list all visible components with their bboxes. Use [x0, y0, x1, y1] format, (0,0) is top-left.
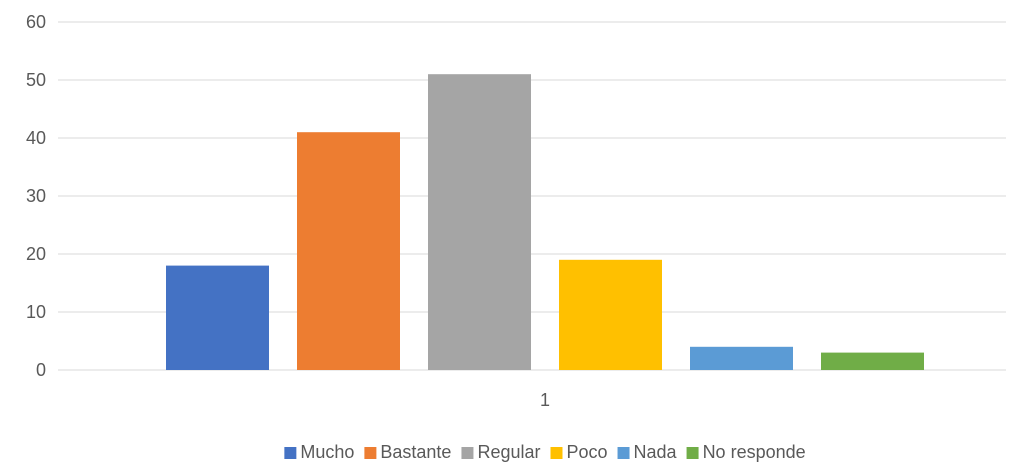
- legend-swatch: [686, 447, 699, 459]
- legend-label: Mucho: [300, 442, 354, 462]
- x-tick-label: 1: [540, 390, 550, 410]
- legend-item-bastante: Bastante: [364, 442, 451, 462]
- bar-mucho: [166, 265, 269, 370]
- legend-item-mucho: Mucho: [284, 442, 354, 462]
- bars: [166, 74, 924, 370]
- x-axis-tick-labels: 1: [540, 390, 550, 410]
- legend-item-regular: Regular: [461, 442, 541, 462]
- legend-swatch: [617, 447, 630, 459]
- bar-no-responde: [821, 352, 924, 370]
- y-tick-label: 30: [26, 186, 46, 206]
- y-axis-tick-labels: 0 10 20 30 40 50 60: [26, 12, 46, 380]
- legend-label: No responde: [703, 442, 806, 462]
- legend-swatch: [284, 447, 297, 459]
- legend-swatch: [461, 447, 474, 459]
- y-tick-label: 50: [26, 70, 46, 90]
- legend-label: Poco: [567, 442, 608, 462]
- legend-item-no-responde: No responde: [686, 442, 806, 462]
- bar-regular: [428, 74, 531, 370]
- legend-item-nada: Nada: [617, 442, 678, 462]
- y-tick-label: 0: [36, 360, 46, 380]
- legend-label: Nada: [634, 442, 678, 462]
- bar-nada: [690, 346, 793, 370]
- legend-label: Regular: [477, 442, 540, 462]
- legend-swatch: [550, 447, 563, 459]
- legend-item-poco: Poco: [550, 442, 608, 462]
- y-tick-label: 20: [26, 244, 46, 264]
- bar-bastante: [297, 132, 400, 370]
- legend: Mucho Bastante Regular Poco Nada No responde: [284, 442, 806, 462]
- legend-label: Bastante: [380, 442, 451, 462]
- y-tick-label: 60: [26, 12, 46, 32]
- bar-poco: [559, 259, 662, 370]
- y-tick-label: 40: [26, 128, 46, 148]
- y-tick-label: 10: [26, 302, 46, 322]
- legend-swatch: [364, 447, 377, 459]
